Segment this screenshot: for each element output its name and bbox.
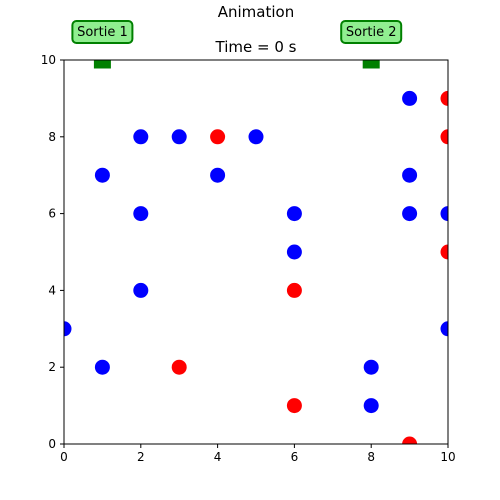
data-point-s0-13 [402,90,418,106]
plot-area: 0 2 4 6 8 10 0 2 4 6 8 10 Sortie 1 Sortie 2 [41,20,456,464]
x-tick-label-5: 10 [440,450,455,464]
data-point-s1-1 [171,359,187,375]
data-point-s0-5 [133,282,149,298]
data-point-s0-14 [402,167,418,183]
data-point-s1-2 [210,129,226,145]
x-tick-label-0: 0 [60,450,68,464]
y-tick-label-3: 6 [48,207,56,221]
markers-layer [64,60,448,444]
data-point-s0-7 [210,167,226,183]
exit-label-box-1 [71,20,134,44]
exit-label-1: Sortie 1 [77,25,128,40]
chart-title: Animation [218,3,294,21]
data-point-s1-6 [440,90,448,106]
y-tick-label-5: 10 [41,53,56,67]
data-point-s0-0 [64,321,72,337]
y-tick-label-2: 4 [48,283,56,297]
data-point-s0-12 [363,398,379,414]
data-point-s1-8 [440,244,448,260]
data-point-s0-4 [133,206,149,222]
data-point-s1-5 [402,436,418,444]
data-point-s0-9 [286,206,302,222]
data-point-s0-17 [440,321,448,337]
data-point-s1-7 [440,129,448,145]
axes-frame [63,59,449,445]
exit-marker-2 [362,60,380,69]
exit-marker-1 [93,60,111,69]
data-point-s1-4 [286,398,302,414]
x-tick-label-2: 4 [214,450,222,464]
x-tick-label-1: 2 [137,450,145,464]
data-point-s1-3 [286,282,302,298]
data-point-s0-6 [171,129,187,145]
chart-subtitle: Time = 0 s [215,38,297,56]
data-point-s0-10 [286,244,302,260]
y-tick-label-4: 8 [48,130,56,144]
y-tick-label-1: 2 [48,360,56,374]
data-point-s0-15 [402,206,418,222]
data-point-s0-16 [440,206,448,222]
data-point-s0-8 [248,129,264,145]
exit-label-box-2 [340,20,403,44]
x-tick-label-4: 8 [367,450,375,464]
data-point-s0-2 [94,359,110,375]
data-point-s0-1 [94,167,110,183]
exit-label-2: Sortie 2 [346,25,397,40]
data-point-s0-11 [363,359,379,375]
x-tick-label-3: 6 [291,450,299,464]
y-tick-label-0: 0 [48,437,56,451]
data-point-s0-3 [133,129,149,145]
